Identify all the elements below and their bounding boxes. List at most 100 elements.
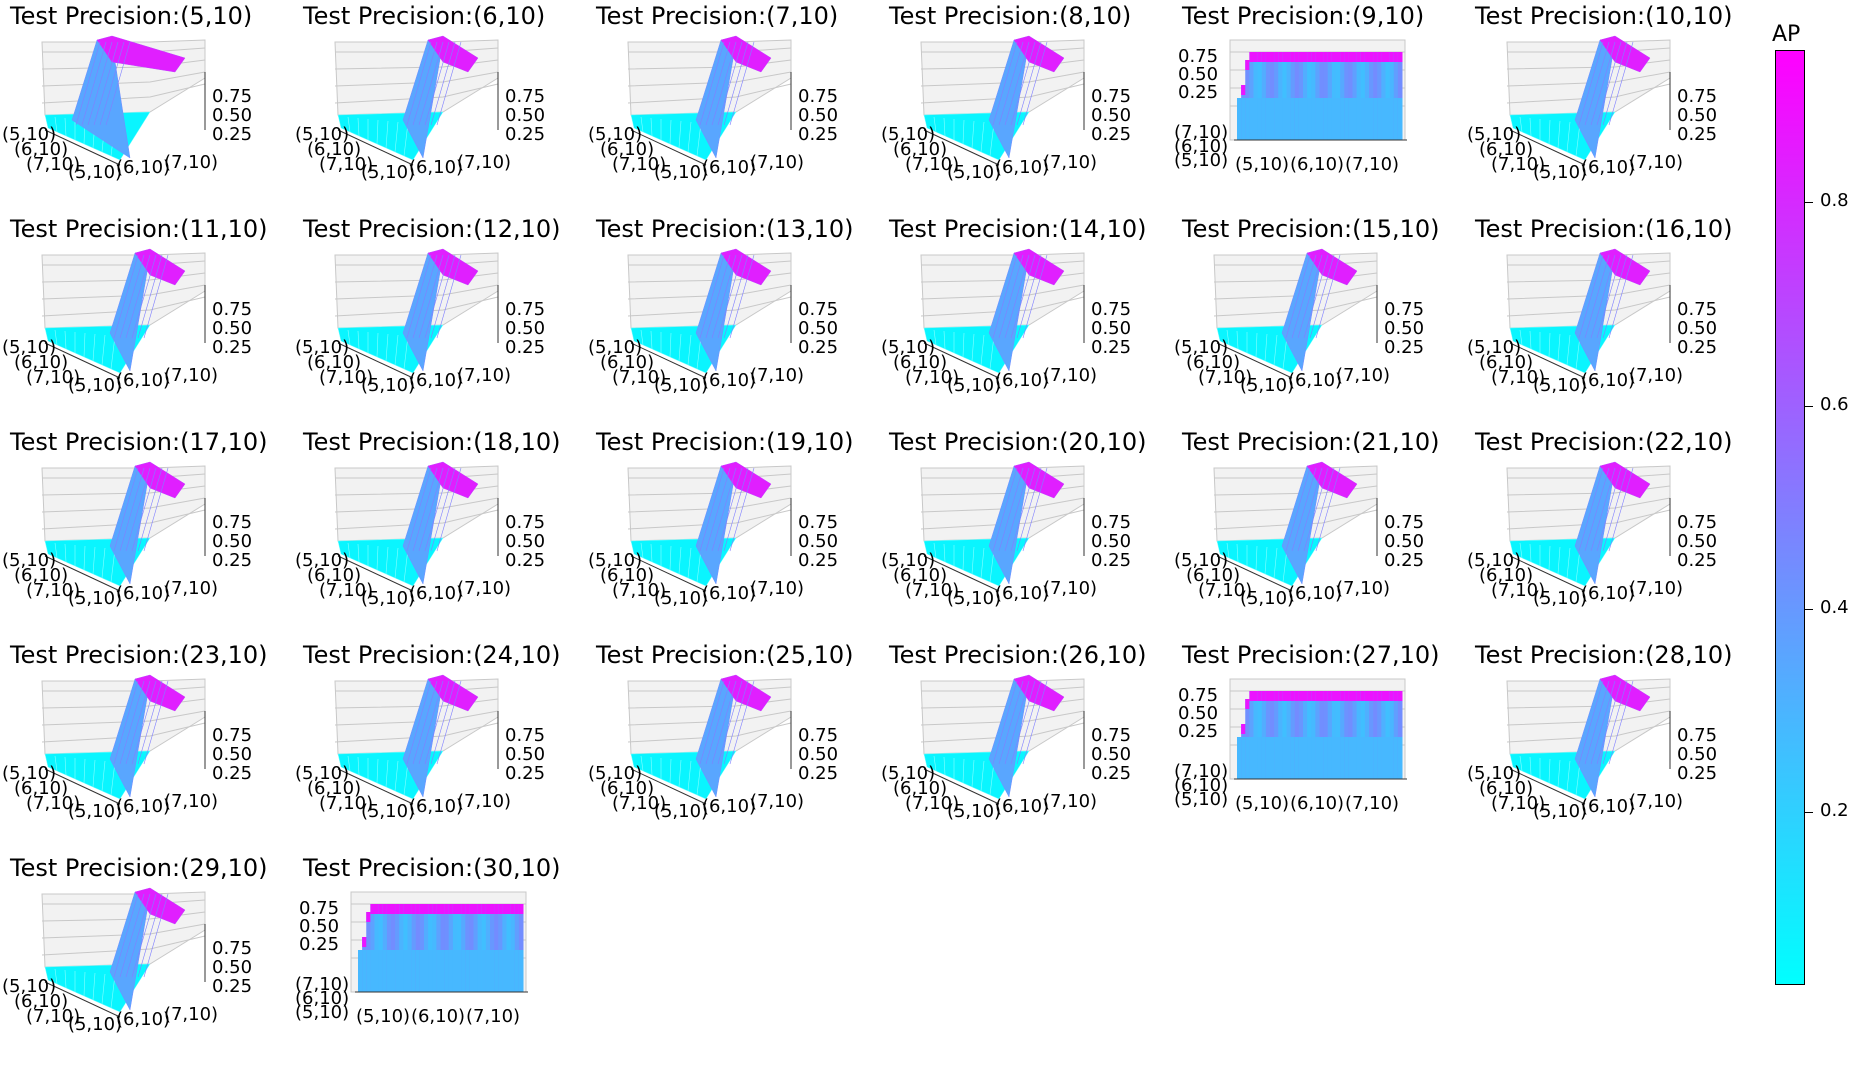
subplot-panel: Test Precision:(21,10) 0.75 0.50 0.25 (5,10)… [1172,426,1464,639]
surface-top [1385,691,1391,701]
surface-strip [1340,691,1345,779]
mesh-line [406,41,432,126]
grid-line [1506,83,1671,104]
surface-strip [518,904,524,992]
mesh-line [729,254,755,339]
surface-top [362,937,367,947]
mesh-line [64,969,67,989]
mesh-line [650,117,653,137]
surface-top [1348,52,1353,62]
mesh-line [376,332,379,358]
mesh-line [1022,680,1048,765]
surface-strip-low [1298,98,1304,140]
surface-strip [1369,52,1374,140]
y-tick-label: (7,10) [1491,154,1545,175]
grid-line [1506,71,1671,87]
surface-strip-low [1373,98,1378,140]
mesh-line [943,543,946,563]
z-tick-label: 0.75 [1677,512,1717,533]
surface-strip [485,904,491,992]
mesh-line [1004,254,1030,339]
mesh-line [54,329,58,346]
grid-line [41,911,206,922]
mesh-line [943,756,946,776]
x-tick-label: (7,10) [1629,365,1683,386]
surface-strip [1377,52,1382,140]
surface-strip [1385,691,1391,779]
grid-line [627,296,792,317]
mesh-line [125,467,151,552]
grid-line [1506,509,1671,530]
y-tick-label: (5,10) [1467,124,1521,145]
mesh-line [101,334,106,366]
surface-top [382,904,388,914]
z-tick-label: 0.50 [505,531,545,552]
surface-strip [1373,52,1378,140]
mesh-line [650,543,653,563]
y-axis [337,342,414,379]
x-tick-label: (7,10) [1345,793,1399,814]
mesh-line [1291,467,1317,552]
surface-top [1245,699,1250,709]
surface-top [1323,691,1329,701]
mesh-line [1303,467,1329,552]
x-tick-label: (6,10) [1288,370,1342,391]
subplot-panel: Test Precision:(26,10) 0.75 0.50 0.25 (5,10)… [879,639,1171,852]
mesh-line [1022,254,1048,339]
y-tick-label: (7,10) [1491,367,1545,388]
surface-strip [1294,691,1300,779]
z-tick-label: 0.25 [1384,337,1424,358]
surface-plateau [427,248,479,286]
mesh-line [971,546,975,575]
mesh-line [1315,467,1341,552]
x-tick-label: (6,10) [1290,793,1344,814]
subplot-panel: Test Precision:(12,10) 0.75 0.50 0.25 (5,10)… [293,213,585,426]
surface-strip [1369,691,1374,779]
surface-strip-low [1315,98,1320,140]
y-tick-label: (7,10) [1198,580,1252,601]
mesh-line [125,893,151,978]
y-tick-label: (5,10) [2,124,56,145]
surface-strip [1348,691,1353,779]
y-tick-label: (6,10) [600,565,654,586]
y-tick-label: (7,10) [319,580,373,601]
mesh-line [1285,467,1311,552]
surface-plateau [427,461,479,499]
surface-plot: 0.750.500.25(7,10)(6,10)(5,10) (5,10) (6,1… [1174,678,1407,814]
z-tick-label: 0.50 [1091,105,1131,126]
grid-line [1213,272,1378,283]
z-tick-label: 0.75 [505,512,545,533]
surface-plateau [1013,674,1065,712]
surface-strip-low [518,950,524,992]
surface-strip-low [1336,98,1341,140]
subplot-title: Test Precision:(28,10) [1475,641,1733,669]
mesh-line [962,545,965,571]
y-tick-label: (5,10) [2,550,56,571]
surface-plateau [720,35,772,73]
surface-strip [1253,52,1259,140]
mesh-line [980,547,985,579]
surface-strip [432,904,437,992]
surface-strip [514,904,520,992]
surface-strip [1356,691,1362,779]
surface-plot: 0.750.500.25(5,10)(6,10)(7,10)(5,10)(6,1… [588,461,838,609]
mesh-line [1566,334,1571,366]
mesh-line [125,254,151,339]
x-tick-label: (6,10) [995,583,1049,604]
mesh-line [436,467,462,552]
surface-top [1265,52,1271,62]
surface-strip-low [1369,98,1374,140]
z-tick-label: 0.50 [1384,318,1424,339]
z-tick-label: 0.25 [1677,124,1717,145]
grid-line [41,698,206,709]
surface-top [477,904,483,914]
mesh-line [1608,680,1634,765]
z-tick-label: 0.25 [212,550,252,571]
surface-strip [490,904,495,992]
z-tick-label: 0.50 [798,531,838,552]
mesh-line [1596,254,1622,339]
grid-line [920,710,1085,726]
grid-line [41,284,206,300]
mesh-line [1529,330,1532,350]
surface-top [1286,691,1292,701]
